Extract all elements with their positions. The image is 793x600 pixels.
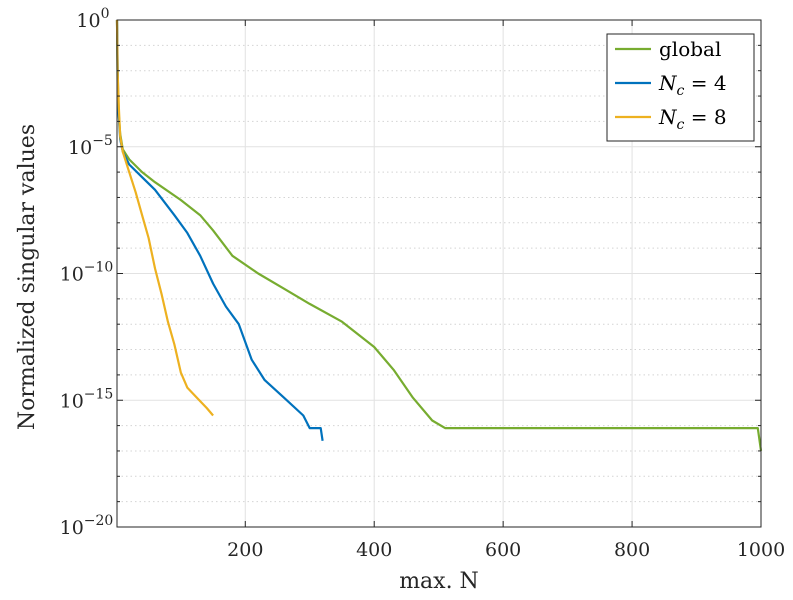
y-tick-label: 10 −15: [60, 386, 114, 412]
x-tick-label: 600: [485, 539, 521, 561]
x-axis-label: max. N: [399, 569, 479, 594]
x-tick-label: 1000: [737, 539, 785, 561]
legend-entry: Nc = 4: [615, 71, 727, 99]
legend-label: Nc = 8: [658, 105, 727, 133]
legend: global Nc = 4 Nc = 8: [606, 33, 755, 142]
y-tick-label: 10 −10: [60, 260, 114, 286]
series-line-1: [115, 19, 324, 441]
y-tick-label: 10 −5: [68, 133, 113, 159]
y-tick-label-exponent: −20: [84, 513, 114, 529]
series-line-2: [115, 19, 214, 417]
y-tick-label-exponent: −10: [84, 260, 114, 276]
y-tick-label: 10 0: [76, 6, 109, 32]
x-tick-label: 400: [356, 539, 392, 561]
y-tick-label-exponent: 0: [101, 6, 110, 22]
x-tick-label: 200: [227, 539, 263, 561]
y-tick-label-base: 10: [76, 10, 100, 32]
legend-label: global: [659, 37, 721, 61]
y-tick-label-base: 10: [60, 264, 84, 286]
legend-label: Nc = 4: [658, 71, 727, 99]
axes: [116, 19, 762, 528]
y-axis-label: Normalized singular values: [15, 124, 40, 430]
legend-entry: Nc = 8: [615, 105, 727, 133]
x-tick-label: 800: [614, 539, 650, 561]
legend-entry: global: [615, 37, 721, 61]
y-tick-label-base: 10: [60, 517, 84, 539]
legend-box: [606, 33, 755, 142]
y-tick-label-exponent: −5: [92, 133, 113, 149]
y-tick-label-base: 10: [60, 390, 84, 412]
y-tick-label-exponent: −15: [84, 386, 114, 402]
y-tick-label-base: 10: [68, 137, 92, 159]
y-tick-label: 10 −20: [60, 513, 114, 539]
